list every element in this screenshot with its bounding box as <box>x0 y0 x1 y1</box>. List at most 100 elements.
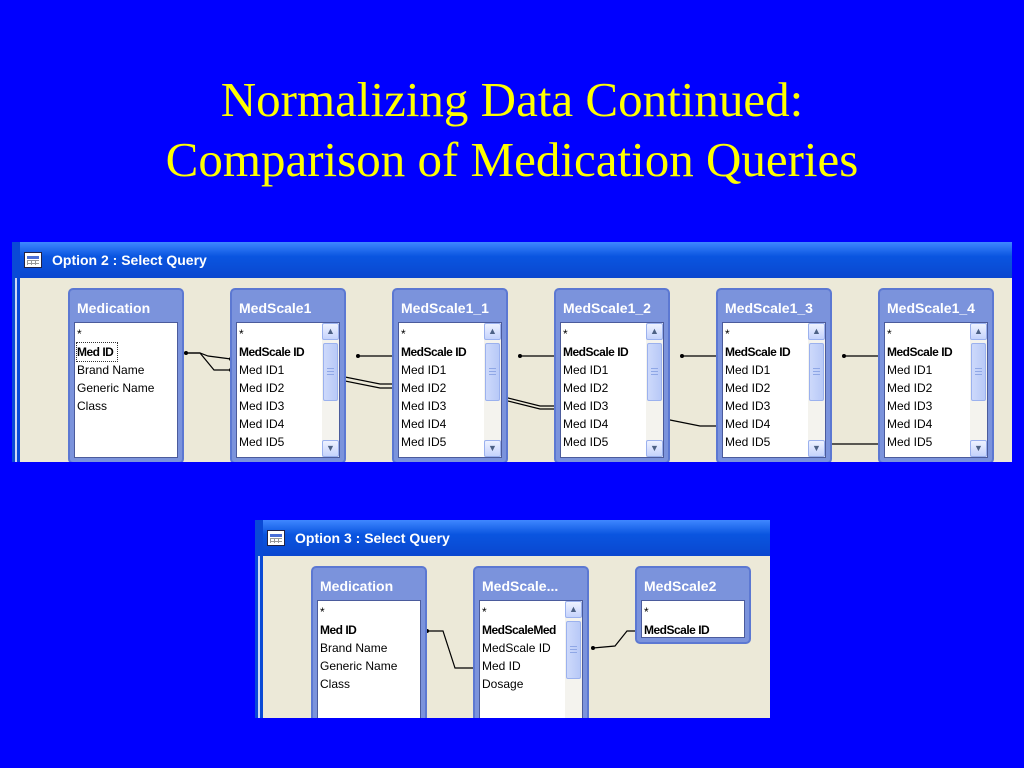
vertical-scrollbar[interactable]: ▲▼ <box>970 323 987 457</box>
field-item[interactable]: Med ID5 <box>401 435 447 449</box>
field-list[interactable]: * Med ID Brand Name Generic Name Class <box>317 600 421 718</box>
field-item[interactable]: MedScale ID <box>401 345 467 359</box>
vertical-scrollbar[interactable]: ▲▼ <box>322 323 339 457</box>
table-box[interactable]: Medication * Med ID Brand Name Generic Name C… <box>68 288 184 462</box>
table-box[interactable]: MedScale... * MedScaleMed MedScale ID Med ID… <box>473 566 589 718</box>
table-box[interactable]: MedScale1_3 * MedScale ID Med ID1 Med ID2 Med… <box>716 288 832 462</box>
table-box[interactable]: MedScale1_4 * MedScale ID Med ID1 Med ID2 Med… <box>878 288 994 462</box>
field-list[interactable]: * MedScale ID <box>641 600 745 638</box>
scroll-thumb[interactable] <box>566 621 581 679</box>
field-item[interactable]: * <box>482 605 487 619</box>
field-list[interactable]: * MedScale ID Med ID1 Med ID2 Med ID3 Med ID4… <box>236 322 340 458</box>
scroll-thumb[interactable] <box>323 343 338 401</box>
field-item[interactable]: Med ID4 <box>401 417 447 431</box>
field-item[interactable]: Med ID1 <box>887 363 933 377</box>
field-item[interactable]: Med ID4 <box>725 417 771 431</box>
field-item[interactable]: Med ID1 <box>563 363 609 377</box>
vertical-scrollbar[interactable]: ▲▼ <box>565 601 582 718</box>
vertical-scrollbar[interactable]: ▲▼ <box>484 323 501 457</box>
field-item[interactable]: Med ID2 <box>563 381 609 395</box>
field-item[interactable]: Med ID3 <box>401 399 447 413</box>
field-item[interactable]: MedScale ID <box>725 345 791 359</box>
field-item[interactable]: Class <box>77 399 108 413</box>
field-list[interactable]: * MedScale ID Med ID1 Med ID2 Med ID3 Med ID4… <box>884 322 988 458</box>
option3-design-area[interactable]: Medication * Med ID Brand Name Generic Name C… <box>263 556 770 718</box>
scroll-down-arrow-icon[interactable]: ▼ <box>970 440 987 457</box>
field-list[interactable]: * MedScale ID Med ID1 Med ID2 Med ID3 Med ID4… <box>560 322 664 458</box>
scroll-thumb[interactable] <box>809 343 824 401</box>
field-item[interactable]: Med ID4 <box>887 417 933 431</box>
field-item[interactable]: MedScale ID <box>239 345 305 359</box>
scroll-up-arrow-icon[interactable]: ▲ <box>322 323 339 340</box>
field-item[interactable]: * <box>644 605 649 619</box>
option3-titlebar[interactable]: Option 3 : Select Query <box>255 520 770 556</box>
scroll-down-arrow-icon[interactable]: ▼ <box>808 440 825 457</box>
table-title[interactable]: Medication <box>77 300 151 316</box>
field-item[interactable]: Med ID5 <box>887 435 933 449</box>
scroll-thumb[interactable] <box>647 343 662 401</box>
field-item[interactable]: * <box>563 327 568 341</box>
field-item[interactable]: Brand Name <box>320 641 388 655</box>
field-item[interactable]: MedScale ID <box>482 641 551 655</box>
field-item[interactable]: Med ID2 <box>887 381 933 395</box>
option2-titlebar[interactable]: Option 2 : Select Query <box>12 242 1012 278</box>
field-item[interactable]: MedScale ID <box>887 345 953 359</box>
field-item[interactable]: MedScaleMed <box>482 623 556 637</box>
table-title[interactable]: MedScale1_1 <box>401 300 489 316</box>
field-item[interactable]: * <box>887 327 892 341</box>
field-item[interactable]: MedScale ID <box>644 623 710 637</box>
table-box[interactable]: MedScale1_2 * MedScale ID Med ID1 Med ID2 Med… <box>554 288 670 462</box>
table-title[interactable]: MedScale... <box>482 578 559 594</box>
field-item[interactable]: Med ID5 <box>725 435 771 449</box>
field-list[interactable]: * MedScale ID Med ID1 Med ID2 Med ID3 Med ID4… <box>398 322 502 458</box>
scroll-up-arrow-icon[interactable]: ▲ <box>484 323 501 340</box>
field-item[interactable]: * <box>77 327 82 341</box>
scroll-up-arrow-icon[interactable]: ▲ <box>970 323 987 340</box>
table-title[interactable]: MedScale1_3 <box>725 300 813 316</box>
field-item[interactable]: Med ID3 <box>563 399 609 413</box>
field-item[interactable]: Med ID <box>320 623 357 637</box>
scroll-up-arrow-icon[interactable]: ▲ <box>808 323 825 340</box>
field-item[interactable]: Med ID4 <box>563 417 609 431</box>
field-item[interactable]: Med ID1 <box>239 363 285 377</box>
table-title[interactable]: Medication <box>320 578 394 594</box>
table-title[interactable]: MedScale1 <box>239 300 312 316</box>
field-item[interactable]: Dosage <box>482 677 524 691</box>
field-list[interactable]: * MedScale ID Med ID1 Med ID2 Med ID3 Med ID4… <box>722 322 826 458</box>
scroll-thumb[interactable] <box>971 343 986 401</box>
field-item[interactable]: MedScale ID <box>563 345 629 359</box>
scroll-down-arrow-icon[interactable]: ▼ <box>646 440 663 457</box>
field-item[interactable]: * <box>725 327 730 341</box>
scroll-down-arrow-icon[interactable]: ▼ <box>322 440 339 457</box>
option3-query-window[interactable]: Option 3 : Select Query Medication * Med I… <box>255 520 770 718</box>
table-title[interactable]: MedScale1_2 <box>563 300 651 316</box>
field-item[interactable]: Med ID <box>482 659 521 673</box>
field-item[interactable]: * <box>239 327 244 341</box>
field-list[interactable]: * MedScaleMed MedScale ID Med ID Dosage ▲▼ <box>479 600 583 718</box>
field-item[interactable]: Med ID2 <box>239 381 285 395</box>
table-box[interactable]: MedScale2 * MedScale ID <box>635 566 751 644</box>
table-title[interactable]: MedScale1_4 <box>887 300 975 316</box>
field-item[interactable]: Med ID4 <box>239 417 285 431</box>
field-item[interactable]: Generic Name <box>77 381 155 395</box>
option2-design-area[interactable]: Medication * Med ID Brand Name Generic Name C… <box>20 278 1012 462</box>
field-item[interactable]: * <box>401 327 406 341</box>
field-item[interactable]: Brand Name <box>77 363 145 377</box>
field-item[interactable]: Med ID1 <box>725 363 771 377</box>
vertical-scrollbar[interactable]: ▲▼ <box>646 323 663 457</box>
scroll-down-arrow-icon[interactable]: ▼ <box>484 440 501 457</box>
field-item[interactable]: Med ID3 <box>239 399 285 413</box>
field-item[interactable]: Med ID3 <box>725 399 771 413</box>
field-item[interactable]: Med ID5 <box>563 435 609 449</box>
field-item[interactable]: Med ID1 <box>401 363 447 377</box>
field-item[interactable]: Med ID5 <box>239 435 285 449</box>
field-item[interactable]: Med ID2 <box>401 381 447 395</box>
field-list[interactable]: * Med ID Brand Name Generic Name Class <box>74 322 178 458</box>
table-box[interactable]: Medication * Med ID Brand Name Generic Name C… <box>311 566 427 718</box>
scroll-up-arrow-icon[interactable]: ▲ <box>646 323 663 340</box>
field-item[interactable]: * <box>320 605 325 619</box>
scroll-up-arrow-icon[interactable]: ▲ <box>565 601 582 618</box>
vertical-scrollbar[interactable]: ▲▼ <box>808 323 825 457</box>
field-item[interactable]: Med ID <box>75 342 119 362</box>
field-item[interactable]: Med ID3 <box>887 399 933 413</box>
